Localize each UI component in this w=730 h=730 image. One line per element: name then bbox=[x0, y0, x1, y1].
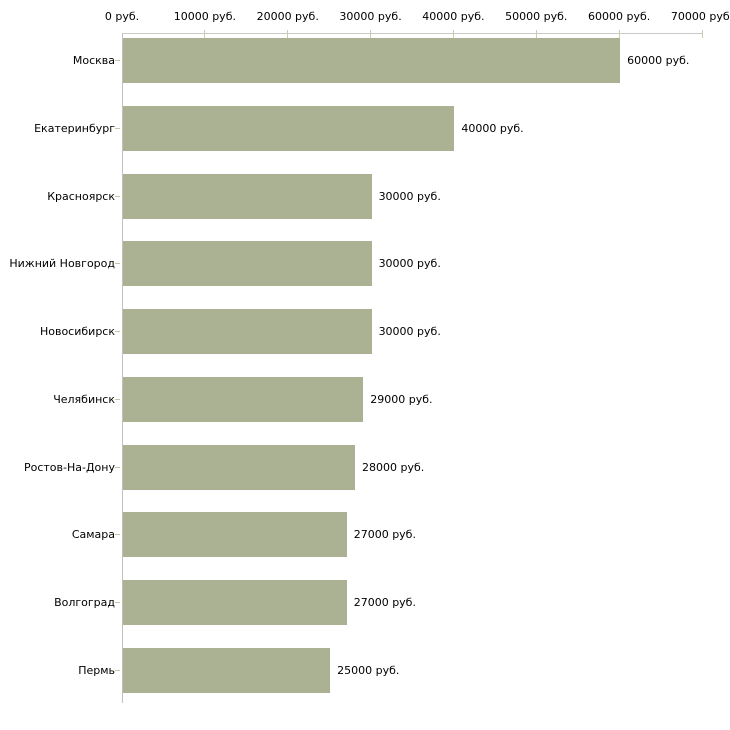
bar-row: Екатеринбург 40000 руб. bbox=[34, 106, 702, 151]
bar bbox=[123, 376, 364, 422]
bar-row: Ростов-На-Дону 28000 руб. bbox=[24, 444, 702, 490]
category-label: Новосибирск bbox=[39, 325, 115, 339]
value-label: 30000 руб. bbox=[378, 325, 441, 339]
value-label: 29000 руб. bbox=[370, 392, 433, 406]
bar bbox=[123, 647, 331, 693]
category-label: Пермь bbox=[78, 663, 115, 677]
x-tick-label: 70000 руб. bbox=[670, 10, 730, 23]
category-label: Челябинск bbox=[53, 392, 115, 406]
x-axis-line bbox=[122, 33, 703, 34]
y-tick-mark bbox=[115, 263, 120, 265]
y-tick-mark bbox=[115, 534, 120, 536]
bar-row: Москва 60000 руб. bbox=[73, 38, 702, 84]
bar bbox=[123, 106, 455, 151]
y-tick-mark bbox=[115, 669, 120, 671]
bar bbox=[123, 579, 347, 625]
bar bbox=[123, 241, 372, 287]
bar bbox=[123, 38, 621, 84]
x-tick-mark bbox=[204, 30, 206, 38]
y-tick-mark bbox=[115, 60, 120, 62]
bar bbox=[123, 444, 355, 490]
y-tick-mark bbox=[115, 601, 120, 603]
y-tick-mark bbox=[115, 466, 120, 468]
bar-row: Новосибирск 30000 руб. bbox=[40, 309, 702, 355]
bar-row: Самара 27000 руб. bbox=[72, 512, 702, 558]
value-label: 27000 руб. bbox=[353, 595, 416, 609]
value-label: 25000 руб. bbox=[337, 663, 400, 677]
x-tick-mark bbox=[452, 30, 454, 38]
x-tick-mark bbox=[535, 30, 537, 38]
x-tick-label: 20000 руб. bbox=[256, 10, 319, 23]
bar-row: Красноярск 30000 руб. bbox=[47, 173, 702, 219]
x-tick-mark bbox=[618, 30, 620, 38]
y-tick-mark bbox=[115, 195, 120, 197]
x-tick-label: 30000 руб. bbox=[339, 10, 402, 23]
x-tick-label: 50000 руб. bbox=[505, 10, 568, 23]
bar-row: Волгоград 27000 руб. bbox=[54, 579, 702, 625]
bar-row: Челябинск 29000 руб. bbox=[53, 376, 702, 422]
y-tick-mark bbox=[115, 331, 120, 333]
x-tick-mark bbox=[287, 30, 289, 38]
bar bbox=[123, 512, 347, 558]
value-label: 28000 руб. bbox=[362, 460, 425, 474]
value-label: 40000 руб. bbox=[461, 122, 524, 135]
bar-row: Нижний Новгород 30000 руб. bbox=[9, 241, 702, 287]
category-label: Екатеринбург bbox=[34, 122, 115, 135]
value-label: 30000 руб. bbox=[378, 189, 441, 203]
x-tick-label: 0 руб. bbox=[104, 10, 140, 23]
value-label: 60000 руб. bbox=[627, 54, 690, 68]
value-label: 27000 руб. bbox=[353, 528, 416, 542]
x-tick-label: 40000 руб. bbox=[422, 10, 485, 23]
category-label: Волгоград bbox=[54, 595, 115, 609]
category-label: Ростов-На-Дону bbox=[23, 460, 115, 474]
category-label: Москва bbox=[72, 54, 115, 68]
category-label: Красноярск bbox=[47, 189, 115, 203]
x-tick-label: 60000 руб. bbox=[588, 10, 651, 23]
category-label: Нижний Новгород bbox=[9, 257, 115, 271]
category-label: Самара bbox=[71, 528, 115, 542]
y-tick-mark bbox=[115, 398, 120, 400]
value-label: 30000 руб. bbox=[378, 257, 441, 271]
plot-area: 0 руб. 10000 руб. 20000 руб. 30000 руб. 4000… bbox=[9, 10, 730, 703]
x-tick-mark bbox=[701, 30, 703, 38]
x-tick-mark bbox=[370, 30, 372, 38]
bar-row: Пермь 25000 руб. bbox=[78, 647, 702, 693]
y-tick-mark bbox=[115, 128, 120, 129]
y-axis-line bbox=[122, 33, 123, 703]
x-tick-label: 10000 руб. bbox=[173, 10, 236, 23]
bar bbox=[123, 309, 372, 355]
bar bbox=[123, 173, 372, 219]
